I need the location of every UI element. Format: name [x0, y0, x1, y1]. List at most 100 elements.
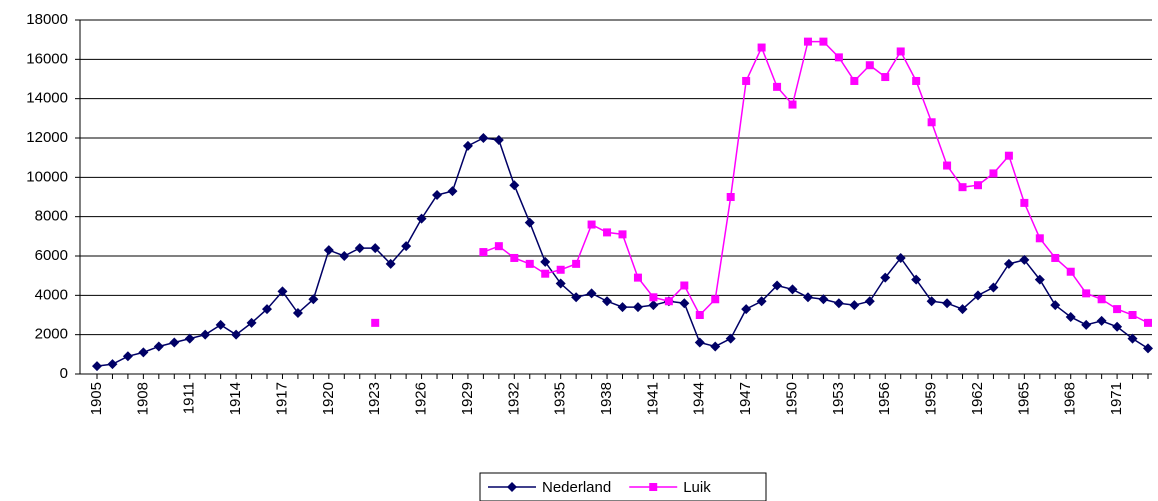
data-point: [540, 256, 551, 267]
x-tick-label: 1935: [552, 382, 569, 415]
x-tick-label: 1932: [505, 382, 522, 415]
data-point: [942, 298, 953, 309]
data-point: [1127, 333, 1138, 344]
data-point: [1051, 253, 1060, 262]
data-point: [246, 317, 257, 328]
legend-label: Luik: [683, 479, 711, 496]
data-point: [943, 161, 952, 170]
data-point: [896, 47, 905, 56]
data-point: [215, 319, 226, 330]
data-point: [1143, 343, 1153, 354]
y-tick-label: 4000: [35, 286, 68, 303]
data-point: [493, 134, 504, 145]
data-point: [401, 241, 412, 252]
data-point: [153, 341, 164, 352]
data-point: [308, 294, 319, 305]
data-point: [354, 243, 365, 254]
data-point: [988, 282, 999, 293]
data-point: [710, 341, 721, 352]
x-tick-label: 1923: [366, 382, 383, 415]
data-point: [92, 361, 102, 372]
data-point: [572, 259, 581, 268]
data-point: [524, 217, 535, 228]
y-tick-label: 10000: [26, 168, 68, 185]
data-point: [911, 274, 922, 285]
data-point: [1082, 289, 1091, 298]
data-point: [371, 318, 380, 327]
data-point: [788, 100, 797, 109]
data-point: [494, 242, 503, 251]
x-tick-label: 1908: [134, 382, 151, 415]
series-line: [483, 40, 1149, 324]
data-point: [679, 298, 690, 309]
data-point: [479, 248, 488, 257]
legend-box: [479, 472, 767, 501]
data-point: [1034, 274, 1045, 285]
x-tick-label: 1944: [691, 382, 708, 415]
data-point: [262, 304, 273, 315]
legend: Nederland Luik: [479, 472, 767, 501]
data-point: [927, 118, 936, 127]
x-tick-label: 1920: [320, 382, 337, 415]
data-point: [680, 281, 689, 290]
data-point: [633, 273, 642, 282]
data-point: [773, 82, 782, 91]
data-point: [525, 259, 534, 268]
data-point: [1081, 319, 1092, 330]
legend-label: Nederland: [542, 479, 611, 496]
data-point: [756, 296, 767, 307]
data-point: [787, 284, 798, 295]
data-point: [586, 288, 597, 299]
data-point: [571, 292, 582, 303]
data-point: [741, 304, 752, 315]
data-point: [370, 243, 381, 254]
data-point: [556, 265, 565, 274]
data-point: [1097, 295, 1106, 304]
y-tick-label: 18000: [26, 11, 68, 28]
data-point: [711, 295, 720, 304]
data-point: [632, 302, 643, 313]
data-point: [989, 169, 998, 178]
data-point: [1128, 311, 1137, 319]
data-point: [200, 329, 211, 340]
data-point: [880, 272, 891, 283]
data-point: [323, 245, 334, 256]
data-point: [1065, 311, 1076, 322]
data-point: [895, 252, 906, 263]
data-point: [958, 183, 967, 192]
data-point: [509, 180, 520, 191]
data-point: [277, 286, 288, 297]
data-point: [1113, 305, 1122, 314]
data-point: [818, 294, 829, 305]
x-tick-label: 1962: [969, 382, 986, 415]
data-point: [1144, 318, 1152, 327]
x-tick-label: 1905: [88, 382, 105, 415]
data-point: [912, 76, 921, 85]
x-tick-label: 1941: [644, 382, 661, 415]
x-tick-label: 1911: [181, 382, 198, 414]
data-point: [138, 347, 149, 358]
data-point: [385, 258, 396, 269]
data-point: [292, 308, 303, 319]
y-tick-label: 8000: [35, 208, 68, 225]
data-point: [107, 359, 118, 370]
x-tick-label: 1956: [876, 382, 893, 415]
y-tick-label: 6000: [35, 247, 68, 264]
x-tick-label: 1917: [273, 382, 290, 415]
data-point: [462, 140, 473, 151]
data-point: [587, 220, 596, 229]
data-point: [926, 296, 937, 307]
x-tick-label: 1938: [598, 382, 615, 415]
data-point: [725, 333, 736, 344]
y-tick-label: 16000: [26, 50, 68, 67]
data-point: [972, 290, 983, 301]
data-point: [849, 300, 860, 311]
data-point: [648, 300, 659, 311]
x-tick-label: 1965: [1015, 382, 1032, 415]
data-point: [447, 186, 458, 197]
data-point: [122, 351, 133, 362]
legend-marker: [507, 482, 517, 492]
x-tick-label: 1914: [227, 382, 244, 415]
